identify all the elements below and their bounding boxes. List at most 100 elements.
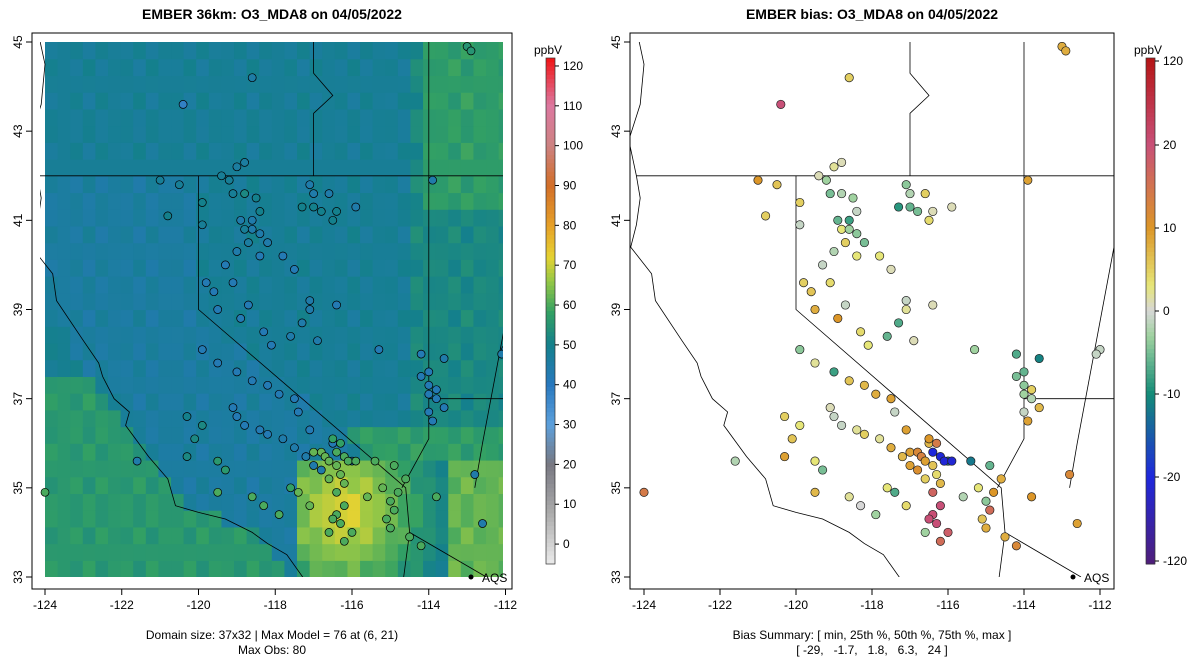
grid-cell bbox=[221, 242, 235, 260]
obs-site bbox=[221, 260, 230, 270]
obs-site bbox=[221, 465, 230, 475]
obs-site bbox=[324, 474, 334, 484]
grid-cell bbox=[322, 376, 336, 394]
grid-cell bbox=[284, 92, 298, 110]
bias-site bbox=[901, 304, 911, 315]
coastline bbox=[630, 42, 900, 577]
grid-cell bbox=[208, 142, 223, 160]
obs-site bbox=[290, 265, 299, 274]
obs-site bbox=[132, 456, 142, 466]
model-aqs-marker: AQS bbox=[468, 571, 507, 585]
bias-site bbox=[1061, 46, 1071, 56]
obs-site bbox=[182, 412, 192, 421]
grid-cell bbox=[45, 42, 59, 60]
grid-cell bbox=[397, 75, 412, 93]
colorbar-segment bbox=[546, 83, 555, 89]
grid-cell bbox=[70, 359, 84, 377]
grid-cell bbox=[347, 209, 361, 227]
grid-cell bbox=[120, 393, 134, 411]
grid-cell bbox=[208, 225, 223, 244]
grid-cell bbox=[460, 426, 475, 444]
grid-cell bbox=[196, 309, 210, 327]
grid-cell bbox=[133, 476, 147, 495]
grid-cell bbox=[397, 209, 412, 227]
grid-cell bbox=[372, 326, 386, 344]
grid-cell bbox=[448, 426, 462, 444]
colorbar-segment bbox=[1146, 66, 1155, 72]
grid-cell bbox=[120, 526, 134, 545]
grid-cell bbox=[45, 326, 59, 344]
colorbar-segment bbox=[546, 104, 555, 110]
grid-cell bbox=[271, 259, 286, 277]
grid-cell bbox=[145, 393, 160, 411]
grid-cell bbox=[70, 526, 84, 545]
x-tick-label: -120 bbox=[784, 598, 808, 612]
grid-cell bbox=[158, 159, 172, 177]
bias-site bbox=[780, 452, 790, 462]
colorbar-segment bbox=[1146, 58, 1155, 63]
grid-cell bbox=[145, 443, 160, 461]
grid-cell bbox=[410, 192, 424, 210]
colorbar-segment bbox=[546, 129, 555, 135]
grid-cell bbox=[82, 242, 96, 260]
colorbar-segment bbox=[546, 450, 555, 455]
grid-cell bbox=[196, 125, 210, 143]
obs-site bbox=[232, 412, 242, 421]
grid-cell bbox=[334, 259, 349, 277]
grid-cell bbox=[448, 359, 462, 377]
grid-cell bbox=[271, 526, 286, 545]
grid-cell bbox=[234, 108, 248, 127]
bias-site bbox=[920, 189, 930, 199]
grid-cell bbox=[284, 526, 298, 545]
grid-cell bbox=[57, 159, 71, 177]
grid-cell bbox=[460, 58, 475, 77]
obs-site bbox=[213, 358, 223, 368]
grid-cell bbox=[297, 276, 311, 294]
bias-site bbox=[928, 206, 938, 216]
grid-cell bbox=[284, 376, 298, 394]
grid-cell bbox=[133, 276, 147, 294]
y-tick-label: 35 bbox=[11, 481, 25, 495]
obs-site bbox=[290, 443, 299, 453]
grid-cell bbox=[158, 125, 172, 143]
grid-cell bbox=[322, 459, 336, 478]
bias-site bbox=[837, 420, 847, 430]
grid-cell bbox=[435, 510, 449, 528]
colorbar-segment bbox=[546, 386, 555, 392]
bias-site bbox=[818, 260, 828, 270]
grid-cell bbox=[120, 376, 134, 394]
grid-cell bbox=[208, 108, 223, 127]
grid-cell bbox=[208, 493, 223, 511]
obs-site bbox=[424, 380, 434, 390]
obs-site bbox=[332, 207, 341, 216]
grid-cell bbox=[385, 510, 399, 528]
obs-site bbox=[259, 327, 269, 337]
grid-cell bbox=[347, 426, 361, 444]
obs-site bbox=[309, 202, 318, 212]
grid-cell bbox=[435, 225, 449, 244]
grid-cell bbox=[208, 259, 223, 277]
grid-cell bbox=[158, 292, 172, 311]
grid-cell bbox=[82, 159, 96, 177]
colorbar-segment bbox=[546, 509, 555, 514]
colorbar-tick-label: 10 bbox=[563, 497, 577, 511]
grid-cell bbox=[259, 192, 273, 210]
colorbar-segment bbox=[1146, 146, 1155, 152]
grid-cell bbox=[284, 459, 298, 478]
grid-cell bbox=[183, 192, 197, 210]
grid-cell bbox=[120, 175, 134, 194]
grid-cell bbox=[486, 209, 500, 227]
bias-site bbox=[1027, 492, 1037, 502]
colorbar-segment bbox=[1146, 281, 1155, 287]
grid-cell bbox=[171, 543, 185, 561]
obs-site bbox=[328, 434, 338, 444]
colorbar-segment bbox=[1146, 95, 1155, 101]
grid-cell bbox=[45, 560, 59, 577]
grid-cell bbox=[82, 543, 96, 561]
grid-cell bbox=[45, 159, 59, 177]
colorbar-segment bbox=[1146, 559, 1155, 565]
grid-cell bbox=[234, 75, 248, 93]
colorbar-segment bbox=[1146, 403, 1155, 409]
bias-site bbox=[810, 456, 820, 466]
colorbar-segment bbox=[1146, 209, 1155, 215]
